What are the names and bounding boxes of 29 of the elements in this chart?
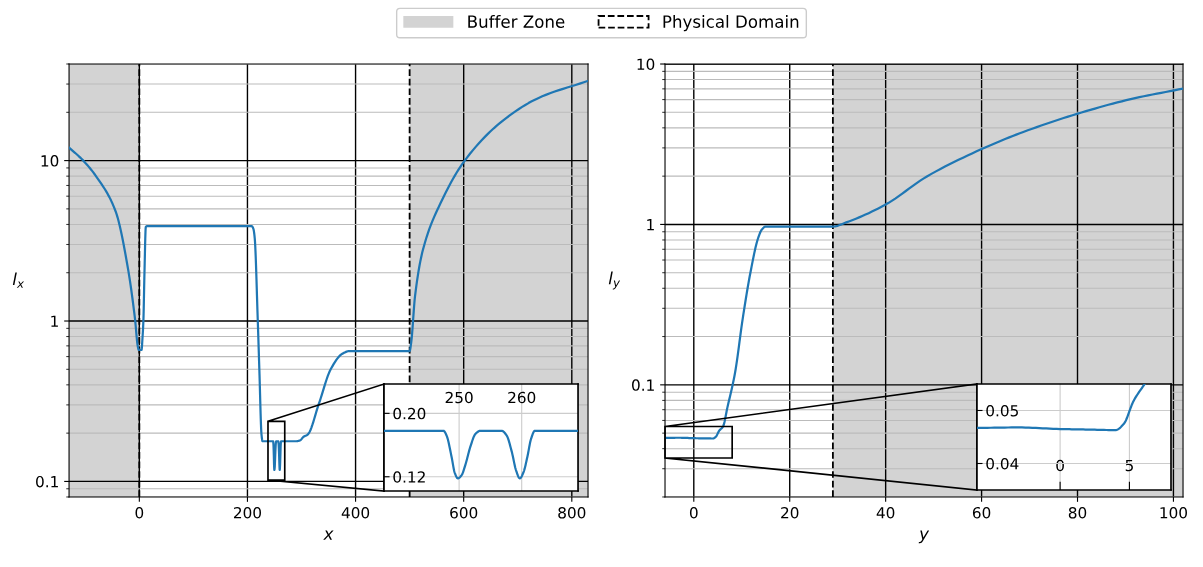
- x-tick-label: 400: [341, 506, 370, 519]
- legend-label: Buffer Zone: [468, 15, 565, 28]
- x-tick-label: 40: [876, 506, 895, 519]
- x-tick-label: 100: [1160, 506, 1187, 519]
- y-tick-label: 0.12: [393, 471, 425, 483]
- x-tick-label: 260: [508, 391, 536, 404]
- x-tick-label: 20: [781, 506, 799, 519]
- x-tick-label: 0: [135, 506, 144, 519]
- y-axis-title: l$_{y}$: [608, 271, 621, 290]
- legend-label: Physical Domain: [663, 15, 799, 32]
- x-tick-label: 60: [972, 506, 991, 519]
- y-tick-label: 0.1: [36, 475, 58, 488]
- y-tick-label: 1: [647, 219, 654, 231]
- y-tick-label: 1: [51, 315, 58, 327]
- x-tick-label: 200: [233, 506, 262, 519]
- y-tick-label: 10: [637, 58, 655, 71]
- x-tick-label: 600: [450, 506, 478, 519]
- x-tick-label: 0: [689, 506, 698, 519]
- x-axis-title: x: [323, 530, 334, 540]
- x-tick-label: 800: [558, 506, 586, 519]
- x-axis-title: y: [918, 530, 930, 544]
- x-tick-label: 80: [1068, 506, 1087, 519]
- y-tick-label: 0.1: [632, 379, 654, 391]
- y-tick-label: 0.04: [986, 457, 1019, 470]
- y-tick-label: 10: [41, 155, 59, 167]
- y-tick-label: 0.05: [986, 404, 1018, 417]
- y-tick-label: 0.20: [393, 407, 426, 420]
- x-tick-label: 250: [445, 391, 473, 404]
- y-axis-title: l$_{x}$: [12, 272, 25, 288]
